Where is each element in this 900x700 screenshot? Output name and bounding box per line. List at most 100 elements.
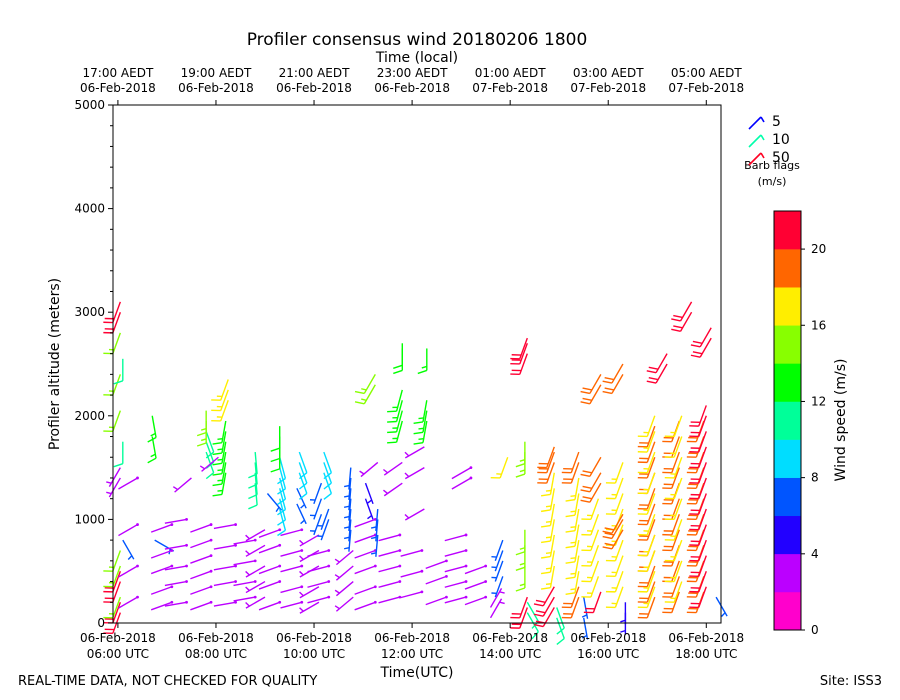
barb-group-cluster-14 [510,337,528,376]
barb-shaft [354,518,376,528]
barb-full [212,462,223,466]
legend-units: (m/s) [758,175,787,188]
wind-barb [580,472,602,493]
wind-barb [280,585,304,594]
wind-barb [212,472,227,497]
barb-half [499,601,505,605]
legend-label: 50 [772,150,790,166]
barb-shaft [378,534,401,542]
y-tick-label: 3000 [74,305,105,319]
wind-barb [404,446,425,459]
barb-group-cluster-06 [103,332,122,619]
wind-barb [172,477,192,493]
wind-barb [213,543,237,550]
barb-group-cluster-12 [400,549,424,599]
legend-label: 10 [772,132,790,148]
barb-shaft [444,565,467,573]
wind-barb [299,534,320,547]
barb-group-cluster-065 [154,539,175,555]
wind-barb [106,467,121,488]
barb-shaft [400,549,423,557]
wind-barb [689,405,707,427]
wind-barb [637,431,656,453]
barb-half [367,515,373,520]
barb-shaft [213,523,236,530]
wind-barb [561,462,580,484]
barb-group-cluster-11 [370,508,379,557]
barb-full [602,390,613,395]
quality-disclaimer: REAL-TIME DATA, NOT CHECKED FOR QUALITY [18,674,318,689]
barb-full [648,377,659,381]
barb-half [300,504,305,509]
wind-barb [106,477,121,498]
wind-barb [664,436,683,458]
wind-barb [662,451,680,474]
chart-title: Profiler consensus wind 20180206 1800 [247,30,588,50]
legend-barb-shaft [748,134,762,148]
barb-half [570,588,576,591]
barb-group-cluster-17 [646,353,668,384]
wind-barb [280,564,304,573]
barb-shaft [280,549,302,557]
barb-full [540,524,551,528]
barb-full [515,463,526,468]
wind-barb [620,602,627,625]
colorbar: 0 4 8 12 16 20 [773,210,826,637]
wind-barb [565,524,580,549]
barb-group-cluster-08 [190,523,213,611]
barb-half [545,551,552,554]
barb-half [499,591,505,594]
wind-barb [205,431,215,459]
wind-barb [150,564,174,575]
barb-half [200,427,207,431]
x-tick-time: 10:00 UTC [283,647,345,661]
barb-shaft [280,565,302,573]
barb-full [690,354,701,358]
barb-half [217,469,223,472]
barb-group-cluster-08 [211,379,229,422]
barb-group-cluster-14 [510,596,528,629]
wind-barb [561,586,580,609]
barb-half [421,365,428,369]
barb-full [277,519,286,526]
barb-full [387,410,397,413]
barb-shaft [150,565,173,575]
wind-barb [583,591,602,614]
barb-full [393,364,403,369]
barb-half [217,448,223,451]
wind-barb [383,482,403,497]
barb-shaft [556,617,565,639]
wind-barb [556,607,565,635]
wind-barb [280,549,304,557]
barb-shaft [444,596,467,604]
wind-barb [211,379,229,401]
barb-half [343,515,350,519]
wind-barb [190,523,213,533]
wind-barb [317,508,330,530]
wind-barb [233,538,257,545]
legend-barb-shaft [748,152,762,166]
barb-half [581,634,588,639]
barb-shaft [280,586,302,594]
wind-barb [581,513,600,536]
wind-barb [103,410,122,432]
barb-half [359,470,365,475]
barb-shaft [464,596,486,606]
barb-group-cluster-09 [277,457,287,537]
colorbar-tick-label: 4 [811,547,819,561]
wind-barb [581,529,600,552]
wind-barb [147,436,157,464]
wind-barb [425,559,448,570]
wind-barb [211,389,229,412]
barb-full [580,401,591,405]
barb-half [106,481,112,484]
barb-full [298,472,308,480]
wind-barb [378,595,402,604]
wind-barb [605,555,624,578]
wind-barb [213,523,237,530]
barb-shaft [213,565,236,571]
wind-barb [118,595,139,609]
x-top-tick-date: 07-Feb-2018 [472,81,548,95]
barb-full [354,390,365,395]
